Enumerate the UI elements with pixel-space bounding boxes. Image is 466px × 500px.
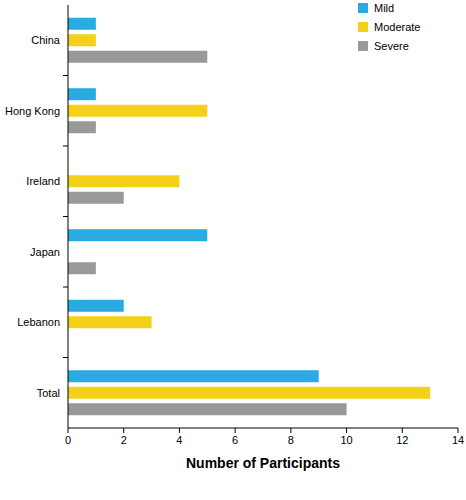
bar (68, 88, 96, 100)
bar (68, 300, 124, 312)
category-label: Ireland (26, 175, 60, 187)
x-axis-label: Number of Participants (186, 455, 340, 471)
legend-swatch (358, 41, 368, 51)
x-tick-label: 6 (232, 434, 238, 446)
legend-label: Mild (374, 2, 394, 14)
x-tick (346, 428, 347, 433)
bar (68, 370, 319, 382)
x-tick-label: 4 (176, 434, 182, 446)
bar (68, 34, 96, 46)
category-separator (63, 75, 68, 76)
bars (68, 18, 430, 416)
category-label: Lebanon (17, 316, 60, 328)
x-tick (123, 428, 124, 433)
category-separator (63, 146, 68, 147)
category-separator (63, 287, 68, 288)
bar (68, 105, 207, 117)
category-label: Hong Kong (5, 105, 60, 117)
x-tick-label: 14 (452, 434, 464, 446)
bar (68, 229, 207, 241)
x-tick (402, 428, 403, 433)
legend-swatch (358, 3, 368, 13)
category-label: Japan (30, 246, 60, 258)
x-tick-label: 10 (340, 434, 352, 446)
category-separator (63, 216, 68, 217)
bar (68, 18, 96, 30)
category-label: China (31, 34, 61, 46)
x-tick-label: 12 (396, 434, 408, 446)
legend-swatch (358, 22, 368, 32)
bar (68, 175, 179, 187)
bar (68, 51, 207, 63)
bar (68, 387, 430, 399)
x-tick (68, 428, 69, 433)
bar (68, 121, 96, 133)
category-label: Total (37, 387, 60, 399)
x-tick (458, 428, 459, 433)
x-axis (68, 428, 458, 429)
x-tick (179, 428, 180, 433)
x-tick-label: 0 (65, 434, 71, 446)
bar (68, 403, 347, 415)
bar (68, 316, 152, 328)
x-tick (235, 428, 236, 433)
x-tick-label: 8 (288, 434, 294, 446)
x-tick-label: 2 (121, 434, 127, 446)
bar (68, 262, 96, 274)
x-tick (290, 428, 291, 433)
category-separator (63, 357, 68, 358)
chart: China Hong Kong Ireland Japan Lebanon Total 0 2… (0, 0, 466, 500)
legend-label: Moderate (374, 21, 420, 33)
legend: Mild Moderate Severe (358, 2, 420, 52)
legend-label: Severe (374, 40, 409, 52)
bar (68, 192, 124, 204)
